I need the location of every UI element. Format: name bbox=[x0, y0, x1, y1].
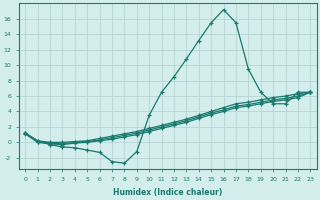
X-axis label: Humidex (Indice chaleur): Humidex (Indice chaleur) bbox=[113, 188, 222, 197]
